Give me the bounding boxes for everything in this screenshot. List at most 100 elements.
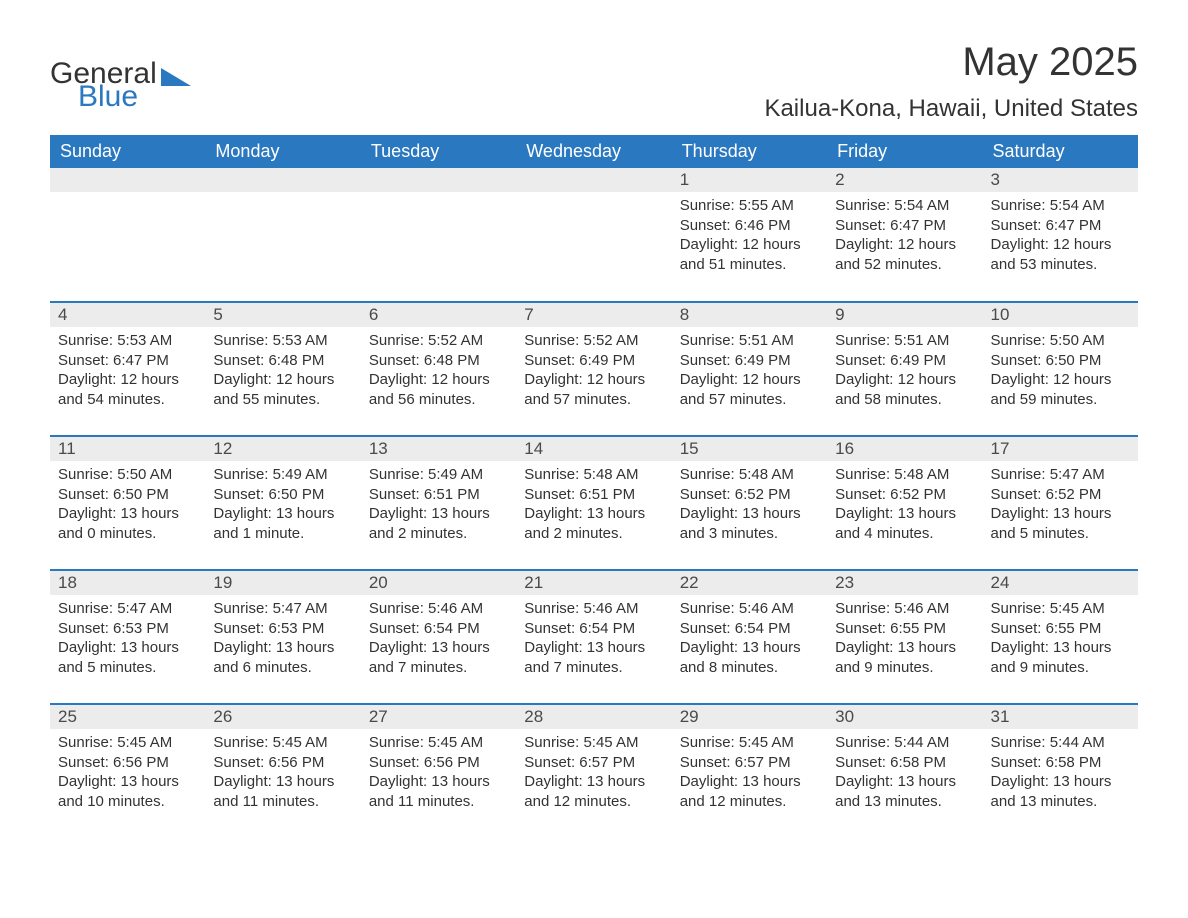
sunrise-text: Sunrise: 5:49 AM <box>369 465 508 485</box>
sunset-text: Sunset: 6:55 PM <box>835 619 974 639</box>
calendar-day-cell: 8Sunrise: 5:51 AMSunset: 6:49 PMDaylight… <box>672 302 827 436</box>
calendar-day-cell: 6Sunrise: 5:52 AMSunset: 6:48 PMDaylight… <box>361 302 516 436</box>
sunset-text: Sunset: 6:53 PM <box>213 619 352 639</box>
daylight-text: Daylight: 13 hours and 7 minutes. <box>369 638 508 677</box>
sunset-text: Sunset: 6:50 PM <box>58 485 197 505</box>
sunrise-text: Sunrise: 5:45 AM <box>680 733 819 753</box>
daylight-text: Daylight: 12 hours and 55 minutes. <box>213 370 352 409</box>
daylight-text: Daylight: 13 hours and 5 minutes. <box>58 638 197 677</box>
day-number: 3 <box>983 168 1138 192</box>
sunrise-text: Sunrise: 5:45 AM <box>524 733 663 753</box>
calendar-body: 1Sunrise: 5:55 AMSunset: 6:46 PMDaylight… <box>50 168 1138 838</box>
daylight-text: Daylight: 12 hours and 57 minutes. <box>524 370 663 409</box>
daylight-text: Daylight: 13 hours and 10 minutes. <box>58 772 197 811</box>
day-number: 1 <box>672 168 827 192</box>
sunset-text: Sunset: 6:52 PM <box>835 485 974 505</box>
daylight-text: Daylight: 13 hours and 1 minute. <box>213 504 352 543</box>
calendar-day-cell: 19Sunrise: 5:47 AMSunset: 6:53 PMDayligh… <box>205 570 360 704</box>
day-content: Sunrise: 5:50 AMSunset: 6:50 PMDaylight:… <box>983 327 1138 415</box>
daylight-text: Daylight: 12 hours and 53 minutes. <box>991 235 1130 274</box>
day-number: 25 <box>50 705 205 729</box>
calendar-day-cell: 23Sunrise: 5:46 AMSunset: 6:55 PMDayligh… <box>827 570 982 704</box>
day-number: 16 <box>827 437 982 461</box>
calendar-day-cell: 11Sunrise: 5:50 AMSunset: 6:50 PMDayligh… <box>50 436 205 570</box>
daylight-text: Daylight: 13 hours and 13 minutes. <box>835 772 974 811</box>
calendar-day-cell: 29Sunrise: 5:45 AMSunset: 6:57 PMDayligh… <box>672 704 827 838</box>
day-content: Sunrise: 5:50 AMSunset: 6:50 PMDaylight:… <box>50 461 205 549</box>
day-content: Sunrise: 5:47 AMSunset: 6:53 PMDaylight:… <box>50 595 205 683</box>
day-content: Sunrise: 5:54 AMSunset: 6:47 PMDaylight:… <box>827 192 982 280</box>
sunrise-text: Sunrise: 5:51 AM <box>680 331 819 351</box>
sunrise-text: Sunrise: 5:51 AM <box>835 331 974 351</box>
day-content: Sunrise: 5:46 AMSunset: 6:55 PMDaylight:… <box>827 595 982 683</box>
calendar-day-cell: 26Sunrise: 5:45 AMSunset: 6:56 PMDayligh… <box>205 704 360 838</box>
empty-day-number <box>50 168 205 192</box>
calendar-day-cell: 18Sunrise: 5:47 AMSunset: 6:53 PMDayligh… <box>50 570 205 704</box>
day-header: Wednesday <box>516 135 671 168</box>
calendar-day-cell: 20Sunrise: 5:46 AMSunset: 6:54 PMDayligh… <box>361 570 516 704</box>
sunset-text: Sunset: 6:48 PM <box>213 351 352 371</box>
sunset-text: Sunset: 6:47 PM <box>991 216 1130 236</box>
day-content: Sunrise: 5:46 AMSunset: 6:54 PMDaylight:… <box>672 595 827 683</box>
day-number: 11 <box>50 437 205 461</box>
calendar-week-row: 25Sunrise: 5:45 AMSunset: 6:56 PMDayligh… <box>50 704 1138 838</box>
calendar-week-row: 1Sunrise: 5:55 AMSunset: 6:46 PMDaylight… <box>50 168 1138 302</box>
day-number: 21 <box>516 571 671 595</box>
location-text: Kailua-Kona, Hawaii, United States <box>764 95 1138 123</box>
daylight-text: Daylight: 13 hours and 12 minutes. <box>524 772 663 811</box>
day-number: 2 <box>827 168 982 192</box>
daylight-text: Daylight: 12 hours and 58 minutes. <box>835 370 974 409</box>
calendar-day-cell: 24Sunrise: 5:45 AMSunset: 6:55 PMDayligh… <box>983 570 1138 704</box>
sunrise-text: Sunrise: 5:45 AM <box>991 599 1130 619</box>
sunset-text: Sunset: 6:57 PM <box>680 753 819 773</box>
day-content: Sunrise: 5:52 AMSunset: 6:49 PMDaylight:… <box>516 327 671 415</box>
day-content: Sunrise: 5:49 AMSunset: 6:51 PMDaylight:… <box>361 461 516 549</box>
daylight-text: Daylight: 13 hours and 9 minutes. <box>991 638 1130 677</box>
sunset-text: Sunset: 6:55 PM <box>991 619 1130 639</box>
day-content: Sunrise: 5:53 AMSunset: 6:47 PMDaylight:… <box>50 327 205 415</box>
sunrise-text: Sunrise: 5:44 AM <box>991 733 1130 753</box>
calendar-day-cell <box>516 168 671 302</box>
day-header: Thursday <box>672 135 827 168</box>
daylight-text: Daylight: 13 hours and 3 minutes. <box>680 504 819 543</box>
day-number: 7 <box>516 303 671 327</box>
daylight-text: Daylight: 13 hours and 9 minutes. <box>835 638 974 677</box>
sunset-text: Sunset: 6:49 PM <box>835 351 974 371</box>
day-content: Sunrise: 5:46 AMSunset: 6:54 PMDaylight:… <box>361 595 516 683</box>
calendar-day-cell: 12Sunrise: 5:49 AMSunset: 6:50 PMDayligh… <box>205 436 360 570</box>
sunset-text: Sunset: 6:48 PM <box>369 351 508 371</box>
day-content: Sunrise: 5:47 AMSunset: 6:53 PMDaylight:… <box>205 595 360 683</box>
sunset-text: Sunset: 6:51 PM <box>369 485 508 505</box>
sunset-text: Sunset: 6:56 PM <box>213 753 352 773</box>
calendar-day-cell: 30Sunrise: 5:44 AMSunset: 6:58 PMDayligh… <box>827 704 982 838</box>
day-header: Sunday <box>50 135 205 168</box>
calendar-week-row: 4Sunrise: 5:53 AMSunset: 6:47 PMDaylight… <box>50 302 1138 436</box>
day-header: Monday <box>205 135 360 168</box>
day-content: Sunrise: 5:45 AMSunset: 6:56 PMDaylight:… <box>50 729 205 817</box>
sunrise-text: Sunrise: 5:46 AM <box>835 599 974 619</box>
sunrise-text: Sunrise: 5:46 AM <box>369 599 508 619</box>
empty-day-number <box>516 168 671 192</box>
sunrise-text: Sunrise: 5:55 AM <box>680 196 819 216</box>
daylight-text: Daylight: 12 hours and 56 minutes. <box>369 370 508 409</box>
day-number: 5 <box>205 303 360 327</box>
day-number: 9 <box>827 303 982 327</box>
calendar-day-cell: 27Sunrise: 5:45 AMSunset: 6:56 PMDayligh… <box>361 704 516 838</box>
sunset-text: Sunset: 6:52 PM <box>991 485 1130 505</box>
day-number: 23 <box>827 571 982 595</box>
day-number: 18 <box>50 571 205 595</box>
calendar-day-cell: 15Sunrise: 5:48 AMSunset: 6:52 PMDayligh… <box>672 436 827 570</box>
sunrise-text: Sunrise: 5:47 AM <box>58 599 197 619</box>
calendar-week-row: 11Sunrise: 5:50 AMSunset: 6:50 PMDayligh… <box>50 436 1138 570</box>
sunset-text: Sunset: 6:56 PM <box>58 753 197 773</box>
day-content: Sunrise: 5:46 AMSunset: 6:54 PMDaylight:… <box>516 595 671 683</box>
day-content: Sunrise: 5:47 AMSunset: 6:52 PMDaylight:… <box>983 461 1138 549</box>
calendar-day-cell: 14Sunrise: 5:48 AMSunset: 6:51 PMDayligh… <box>516 436 671 570</box>
day-content: Sunrise: 5:45 AMSunset: 6:57 PMDaylight:… <box>516 729 671 817</box>
calendar-day-cell: 7Sunrise: 5:52 AMSunset: 6:49 PMDaylight… <box>516 302 671 436</box>
daylight-text: Daylight: 12 hours and 57 minutes. <box>680 370 819 409</box>
sunrise-text: Sunrise: 5:45 AM <box>369 733 508 753</box>
day-header: Tuesday <box>361 135 516 168</box>
day-number: 20 <box>361 571 516 595</box>
day-number: 4 <box>50 303 205 327</box>
